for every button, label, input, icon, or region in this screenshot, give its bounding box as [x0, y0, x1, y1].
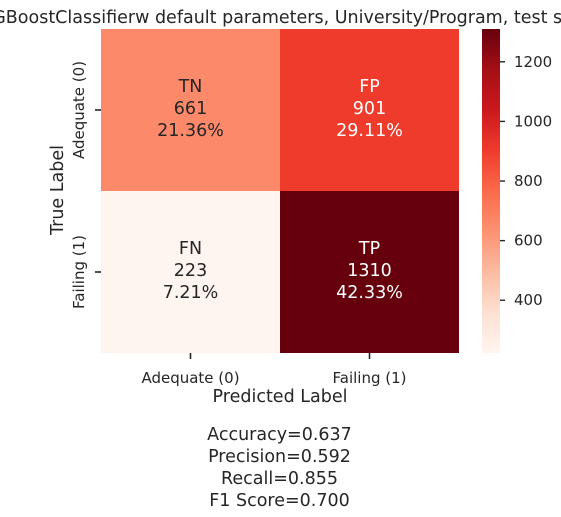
cell-fn-percent: 7.21% — [163, 283, 219, 303]
x-tick-label: Adequate (0) — [141, 369, 239, 387]
colorbar-tick-label: 1000 — [514, 112, 552, 130]
cell-tp — [280, 191, 459, 353]
chart-title: XGBoostClassifierw default parameters, U… — [0, 8, 561, 28]
colorbar-tick-label: 400 — [514, 291, 543, 309]
cell-fp-percent: 29.11% — [336, 121, 403, 141]
cell-fn-label: FN — [179, 239, 202, 259]
axes: Adequate (0) Failing (1) Adequate (0) Faili… — [70, 61, 407, 387]
x-axis-label: Predicted Label — [213, 387, 348, 407]
y-tick-label: Failing (1) — [70, 235, 88, 309]
cell-tp-count: 1310 — [347, 261, 392, 281]
cell-fn — [101, 191, 280, 353]
accuracy-text: Accuracy=0.637 — [207, 425, 352, 445]
colorbar-tick-label: 1200 — [514, 53, 552, 71]
cell-tn-count: 661 — [174, 99, 207, 119]
recall-text: Recall=0.855 — [221, 469, 338, 489]
cell-tn — [101, 29, 280, 191]
cell-tn-percent: 21.36% — [157, 121, 224, 141]
y-axis-label: True Label — [48, 145, 68, 236]
cell-tp-label: TP — [358, 239, 380, 259]
precision-text: Precision=0.592 — [208, 447, 351, 467]
colorbar-tick-label: 600 — [514, 232, 543, 250]
f1-score-text: F1 Score=0.700 — [209, 491, 350, 511]
colorbar: 400 600 800 1000 1200 — [482, 29, 552, 353]
x-tick-label: Failing (1) — [333, 369, 407, 387]
cell-fp-count: 901 — [353, 99, 386, 119]
cell-tp-percent: 42.33% — [336, 283, 403, 303]
cell-fn-count: 223 — [174, 261, 207, 281]
cell-fp-label: FP — [359, 77, 380, 97]
colorbar-tick-label: 800 — [514, 172, 543, 190]
metrics-summary: Accuracy=0.637 Precision=0.592 Recall=0.… — [101, 424, 458, 512]
y-tick-label: Adequate (0) — [70, 61, 88, 159]
heatmap-cells — [101, 29, 459, 353]
colorbar-gradient — [482, 29, 500, 353]
cell-fp — [280, 29, 459, 191]
cell-tn-label: TN — [178, 77, 203, 97]
